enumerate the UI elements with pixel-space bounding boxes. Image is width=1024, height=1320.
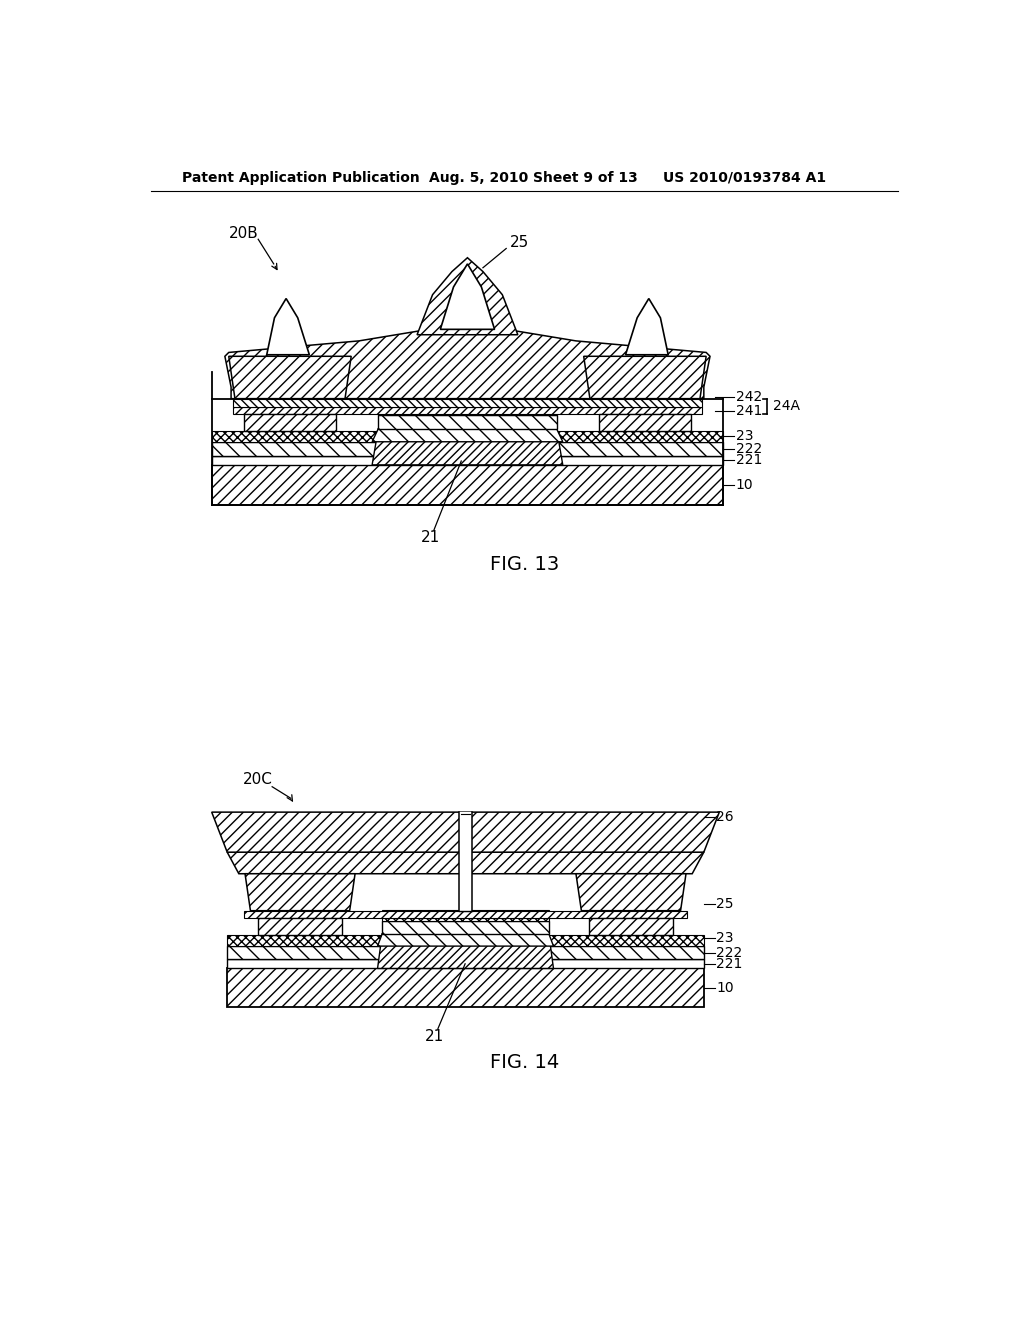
Polygon shape	[378, 933, 554, 946]
Bar	[233, 407, 701, 414]
Polygon shape	[372, 429, 563, 465]
Text: Aug. 5, 2010: Aug. 5, 2010	[429, 170, 528, 185]
Polygon shape	[266, 298, 309, 355]
Polygon shape	[212, 812, 719, 853]
Text: FIG. 13: FIG. 13	[490, 556, 559, 574]
Text: 20B: 20B	[228, 226, 258, 240]
Polygon shape	[440, 264, 495, 330]
Text: 241: 241	[735, 404, 762, 417]
Bar	[245, 911, 687, 919]
Text: Sheet 9 of 13: Sheet 9 of 13	[532, 170, 637, 185]
Text: US 2010/0193784 A1: US 2010/0193784 A1	[663, 170, 826, 185]
Bar	[212, 455, 723, 465]
Polygon shape	[227, 853, 703, 874]
Text: 26: 26	[716, 809, 734, 824]
Text: 221: 221	[735, 453, 762, 467]
Text: 222: 222	[735, 442, 762, 455]
Polygon shape	[584, 356, 707, 399]
Polygon shape	[228, 356, 351, 399]
Bar	[382, 909, 549, 921]
Text: 222: 222	[716, 945, 742, 960]
Bar	[212, 465, 723, 506]
Bar	[227, 960, 703, 969]
Bar	[227, 936, 703, 946]
Bar	[378, 414, 557, 429]
Text: 20C: 20C	[243, 772, 272, 787]
Text: 10: 10	[716, 981, 734, 995]
Text: 23: 23	[716, 932, 734, 945]
Polygon shape	[245, 874, 355, 911]
Bar	[245, 414, 336, 430]
Text: 23: 23	[735, 429, 753, 444]
Text: 242: 242	[735, 389, 762, 404]
Bar	[589, 919, 673, 936]
Text: 21: 21	[421, 529, 440, 545]
Text: 25: 25	[716, 896, 734, 911]
Text: 221: 221	[716, 957, 742, 970]
Bar	[557, 442, 723, 455]
Text: 10: 10	[735, 478, 754, 492]
Bar	[549, 946, 703, 960]
Bar	[378, 404, 557, 414]
Bar	[227, 946, 382, 960]
Bar	[227, 969, 703, 1007]
Text: 21: 21	[425, 1028, 443, 1044]
Polygon shape	[378, 933, 554, 969]
Bar	[233, 399, 701, 407]
Polygon shape	[626, 298, 669, 355]
Polygon shape	[575, 874, 686, 911]
Polygon shape	[225, 306, 710, 399]
Bar	[212, 430, 723, 442]
Bar	[212, 442, 378, 455]
Text: FIG. 14: FIG. 14	[490, 1053, 559, 1072]
Bar	[382, 921, 549, 933]
Bar	[460, 812, 472, 911]
Text: 25: 25	[510, 235, 529, 249]
Polygon shape	[417, 257, 518, 335]
Bar	[599, 414, 690, 430]
Text: 24A: 24A	[773, 400, 800, 413]
Text: Patent Application Publication: Patent Application Publication	[182, 170, 420, 185]
Polygon shape	[372, 429, 563, 442]
Bar	[258, 919, 342, 936]
